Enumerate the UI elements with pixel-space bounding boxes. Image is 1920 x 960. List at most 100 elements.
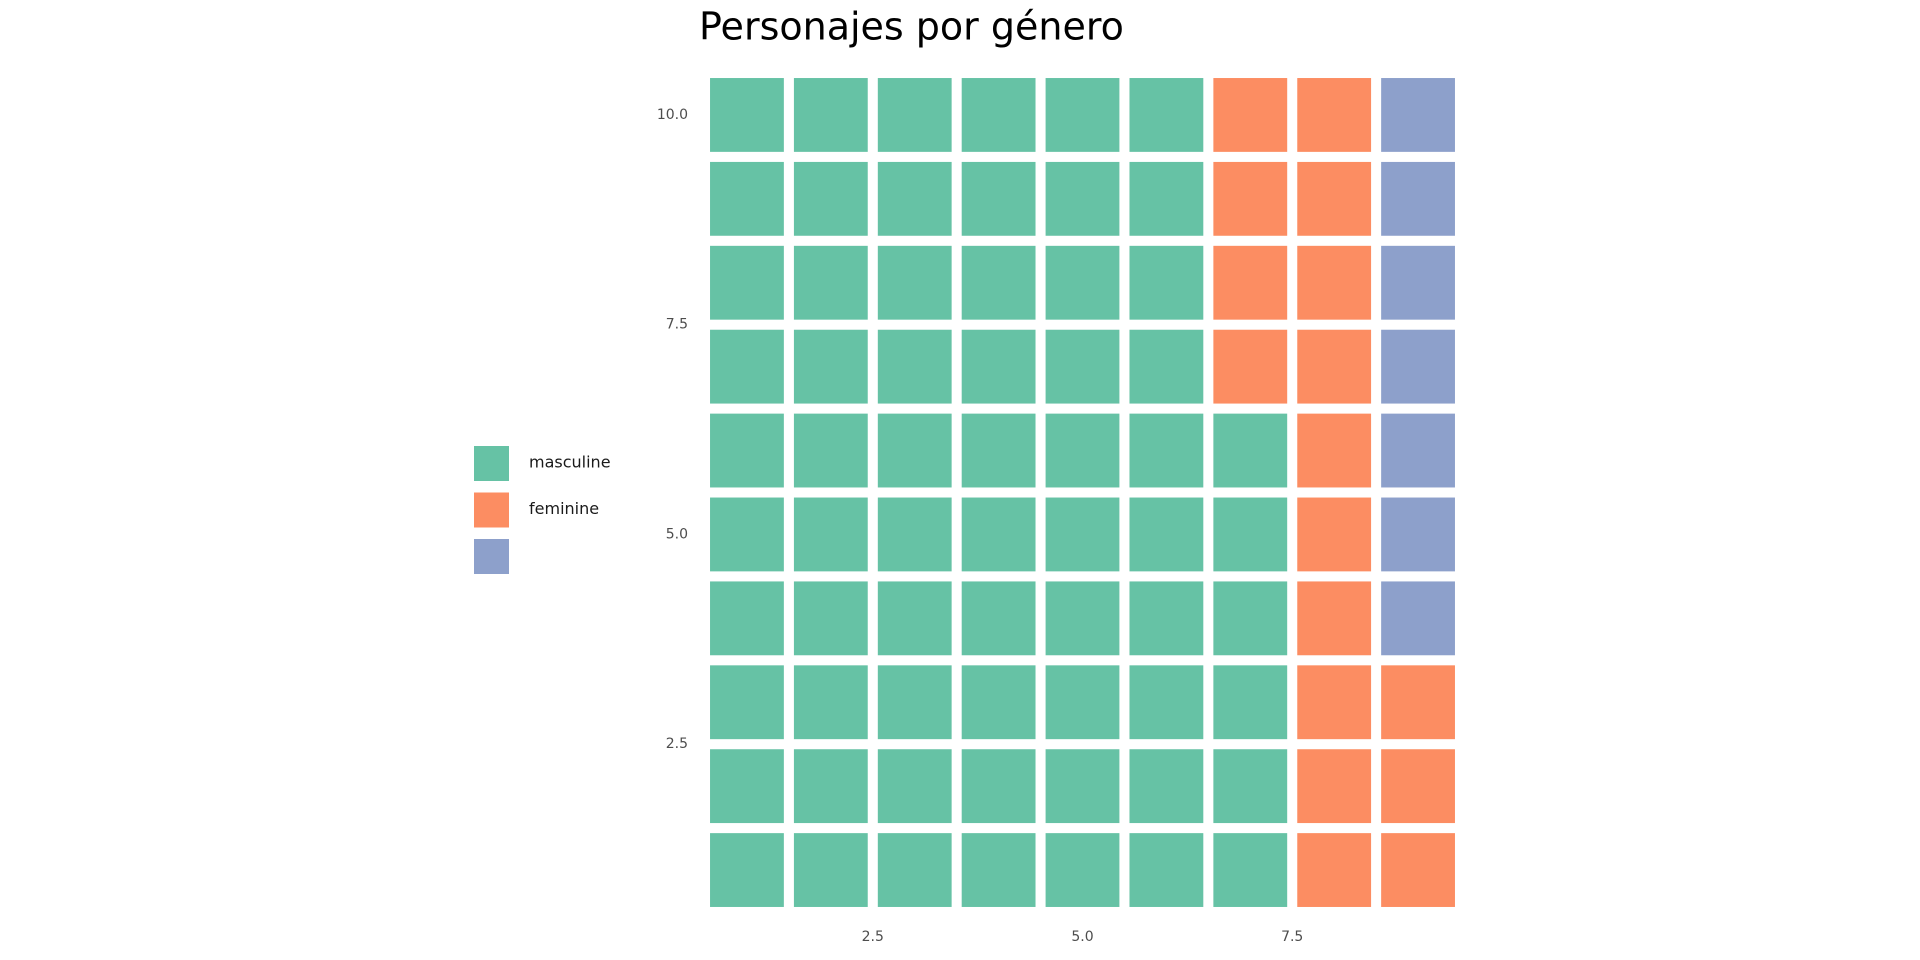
legend-swatch	[474, 539, 509, 574]
waffle-tile	[1381, 329, 1455, 404]
waffle-tile	[961, 497, 1036, 572]
waffle-tile	[1129, 665, 1204, 740]
waffle-tile	[793, 749, 868, 824]
waffle-tile	[877, 581, 952, 656]
waffle-tile	[1381, 497, 1455, 572]
waffle-tile	[1213, 833, 1288, 907]
waffle-tile	[961, 833, 1036, 907]
waffle-tile	[877, 497, 952, 572]
waffle-tile	[1129, 749, 1204, 824]
waffle-tile	[1213, 161, 1288, 236]
waffle-tile	[793, 161, 868, 236]
waffle-tile	[1129, 497, 1204, 572]
waffle-tile	[961, 581, 1036, 656]
waffle-tile	[877, 665, 952, 740]
waffle-tile	[1045, 833, 1120, 907]
waffle-tile	[1045, 497, 1120, 572]
legend-swatch	[474, 492, 509, 528]
waffle-tile	[1129, 329, 1204, 404]
y-tick-label: 10.0	[657, 107, 688, 123]
waffle-tile	[710, 78, 784, 152]
waffle-tile	[1381, 78, 1455, 152]
waffle-tile	[1045, 161, 1120, 236]
waffle-tile	[710, 581, 784, 656]
waffle-tile	[1213, 749, 1288, 824]
waffle-tile	[1297, 329, 1372, 404]
waffle-tile	[1045, 78, 1120, 152]
waffle-tile	[793, 833, 868, 907]
x-tick-label: 7.5	[1281, 929, 1303, 945]
y-tick-label: 2.5	[666, 736, 688, 752]
waffle-tile	[1129, 161, 1204, 236]
waffle-tile	[1213, 329, 1288, 404]
waffle-tile	[961, 329, 1036, 404]
waffle-tile	[793, 245, 868, 320]
waffle-tile	[710, 749, 784, 824]
waffle-tile	[1213, 245, 1288, 320]
waffle-tile	[1045, 329, 1120, 404]
waffle-tile	[877, 78, 952, 152]
waffle-tile	[1297, 413, 1372, 488]
waffle-tile	[1129, 413, 1204, 488]
waffle-tile	[1297, 581, 1372, 656]
waffle-tile	[1381, 665, 1455, 740]
x-tick-label: 5.0	[1071, 929, 1093, 945]
waffle-tile	[1381, 749, 1455, 824]
waffle-tile	[1213, 665, 1288, 740]
waffle-tile	[1129, 245, 1204, 320]
waffle-tile	[793, 78, 868, 152]
waffle-tile	[1381, 161, 1455, 236]
waffle-tile	[877, 245, 952, 320]
waffle-tile	[1045, 413, 1120, 488]
waffle-tile	[1297, 161, 1372, 236]
waffle-tile	[961, 749, 1036, 824]
legend-label: feminine	[529, 499, 599, 518]
waffle-tile	[1381, 413, 1455, 488]
waffle-tile	[1213, 497, 1288, 572]
waffle-tile	[710, 497, 784, 572]
waffle-tile	[1129, 833, 1204, 907]
waffle-tile	[877, 749, 952, 824]
waffle-tile	[961, 161, 1036, 236]
waffle-tile	[961, 245, 1036, 320]
waffle-tile	[961, 665, 1036, 740]
waffle-tile	[877, 833, 952, 907]
x-tick-label: 2.5	[862, 929, 884, 945]
y-tick-label: 7.5	[666, 317, 688, 333]
waffle-tile	[1045, 665, 1120, 740]
waffle-tile	[877, 329, 952, 404]
waffle-tile	[1297, 749, 1372, 824]
waffle-tile	[710, 245, 784, 320]
waffle-tile	[710, 833, 784, 907]
waffle-tile	[793, 665, 868, 740]
waffle-tile	[1297, 245, 1372, 320]
waffle-tile	[1213, 78, 1288, 152]
waffle-tile	[1129, 78, 1204, 152]
waffle-tile	[1045, 245, 1120, 320]
chart-title: Personajes por género	[699, 5, 1124, 49]
waffle-tile	[1045, 581, 1120, 656]
waffle-tile	[877, 413, 952, 488]
waffle-tile	[710, 413, 784, 488]
waffle-tile	[793, 581, 868, 656]
waffle-tile	[1213, 413, 1288, 488]
waffle-tile	[1045, 749, 1120, 824]
waffle-tile	[1297, 497, 1372, 572]
waffle-tile	[1381, 245, 1455, 320]
waffle-tile	[1381, 833, 1455, 907]
waffle-tile	[1297, 665, 1372, 740]
waffle-tile	[1297, 78, 1372, 152]
y-tick-label: 5.0	[666, 526, 688, 542]
waffle-tile	[961, 413, 1036, 488]
waffle-tile	[1213, 581, 1288, 656]
waffle-tile	[793, 497, 868, 572]
waffle-tile	[961, 78, 1036, 152]
waffle-tile	[710, 329, 784, 404]
waffle-tile	[1129, 581, 1204, 656]
waffle-tile	[793, 329, 868, 404]
waffle-tile	[1381, 581, 1455, 656]
legend-swatch	[474, 446, 509, 481]
waffle-tile	[710, 665, 784, 740]
waffle-tile	[710, 161, 784, 236]
